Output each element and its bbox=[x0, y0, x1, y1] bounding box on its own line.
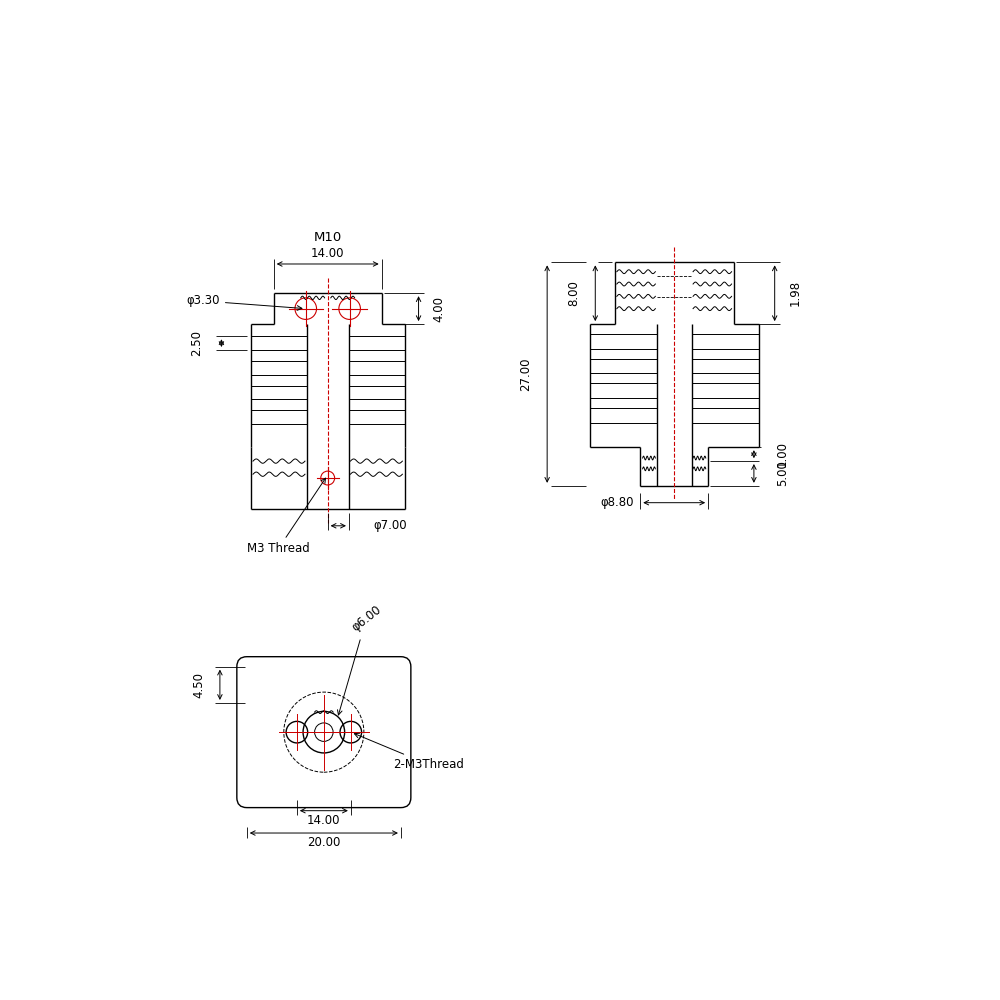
Text: φ6.00: φ6.00 bbox=[337, 603, 383, 715]
Text: 2-M3Thread: 2-M3Thread bbox=[354, 733, 464, 771]
Text: 14.00: 14.00 bbox=[307, 814, 341, 827]
Text: φ3.30: φ3.30 bbox=[186, 294, 302, 310]
Text: 1.00: 1.00 bbox=[776, 441, 789, 467]
Text: 5.00: 5.00 bbox=[776, 460, 789, 486]
Text: 1.98: 1.98 bbox=[789, 280, 802, 306]
Text: 20.00: 20.00 bbox=[307, 836, 341, 849]
Text: 2.50: 2.50 bbox=[190, 330, 203, 356]
Text: 4.50: 4.50 bbox=[193, 672, 206, 698]
Text: 4.00: 4.00 bbox=[433, 296, 446, 322]
Text: M3 Thread: M3 Thread bbox=[247, 478, 326, 555]
Text: 8.00: 8.00 bbox=[567, 280, 580, 306]
Text: 27.00: 27.00 bbox=[519, 357, 532, 391]
Text: φ7.00: φ7.00 bbox=[374, 519, 407, 532]
Text: 14.00: 14.00 bbox=[311, 247, 344, 260]
Text: φ8.80: φ8.80 bbox=[601, 496, 634, 509]
Text: M10: M10 bbox=[314, 231, 342, 244]
